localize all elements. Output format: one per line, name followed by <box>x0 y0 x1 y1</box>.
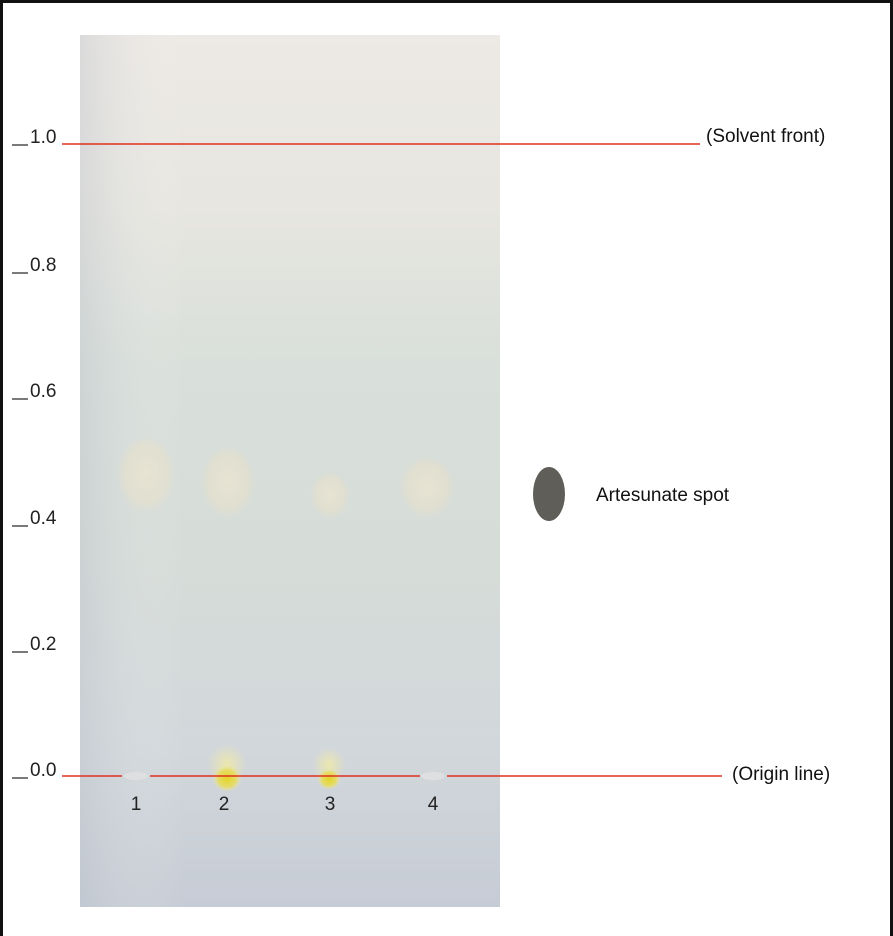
svg-text:0.8: 0.8 <box>30 255 56 276</box>
lane-label-1: 1 <box>131 794 142 815</box>
scale-tick-0-8: 0.8 <box>12 255 56 276</box>
scale-tick-0-6: 0.6 <box>12 381 56 402</box>
svg-text:0.0: 0.0 <box>30 760 56 781</box>
solvent-front-label: (Solvent front) <box>706 126 825 147</box>
legend: Artesunate spot <box>533 467 730 521</box>
lane-2-origin-spot <box>212 763 242 791</box>
solvent-front: (Solvent front) <box>62 126 825 147</box>
legend-label: Artesunate spot <box>596 485 730 506</box>
lane-label-4: 4 <box>428 794 439 815</box>
rf-scale: 1.0 0.8 0.6 0.4 0.2 0.0 <box>12 127 57 781</box>
lane-3-upper-spot <box>310 473 350 521</box>
scale-tick-1-0: 1.0 <box>12 127 56 148</box>
scale-tick-0-4: 0.4 <box>12 508 57 529</box>
artesunate-spot-icon <box>533 467 565 521</box>
origin-spots <box>124 744 445 791</box>
lane-3-origin-spot <box>317 767 341 789</box>
svg-text:0.4: 0.4 <box>30 508 57 529</box>
svg-text:0.2: 0.2 <box>30 634 56 655</box>
lane-4-upper-spot <box>399 458 455 522</box>
lane-label-2: 2 <box>219 794 230 815</box>
upper-spots <box>116 438 455 522</box>
lane-1-upper-spot <box>116 438 176 518</box>
scale-tick-0-2: 0.2 <box>12 634 56 655</box>
lane-labels: 1 2 3 4 <box>131 794 439 815</box>
lane-label-3: 3 <box>325 794 336 815</box>
origin-line-label: (Origin line) <box>732 764 830 785</box>
lane-1-origin-spot <box>124 772 148 780</box>
origin-line: (Origin line) <box>62 764 830 785</box>
svg-text:0.6: 0.6 <box>30 381 56 402</box>
scale-tick-0-0: 0.0 <box>12 760 56 781</box>
lane-2-upper-spot <box>200 448 256 522</box>
svg-text:1.0: 1.0 <box>30 127 56 148</box>
lane-4-origin-spot <box>421 772 445 780</box>
